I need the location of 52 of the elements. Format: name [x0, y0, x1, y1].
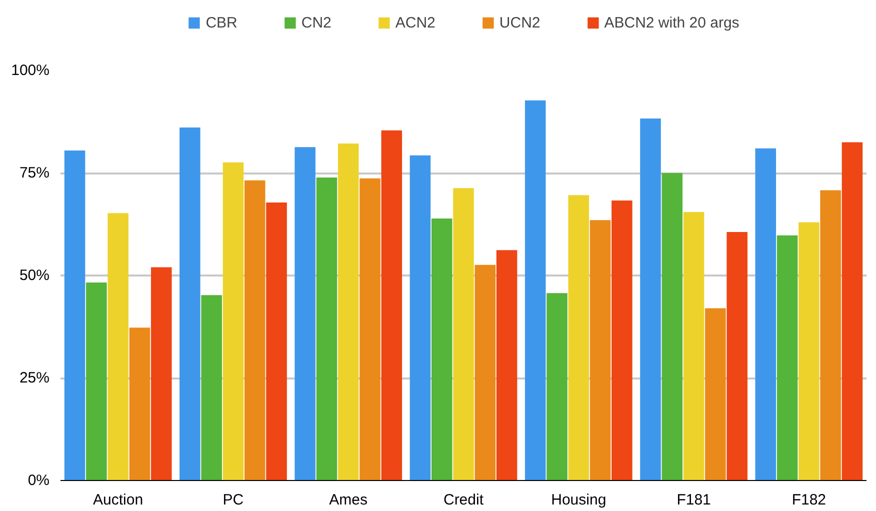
bar [86, 282, 107, 480]
bar [381, 130, 402, 480]
bar [820, 190, 841, 480]
legend-label: CBR [206, 14, 238, 31]
bar [524, 100, 546, 480]
x-tick-label: PC [222, 492, 244, 508]
bar [590, 220, 611, 480]
bar [266, 202, 287, 480]
y-tick-label: 100% [11, 62, 50, 79]
bar [496, 250, 518, 480]
bar [244, 180, 266, 480]
legend-label: CN2 [301, 14, 332, 31]
bar [546, 293, 568, 480]
bar [683, 212, 704, 480]
bar [705, 308, 726, 480]
bar [294, 147, 316, 480]
x-tick-label: Ames [329, 492, 368, 508]
bar [222, 162, 244, 480]
bar [64, 150, 86, 480]
x-tick-label: Housing [551, 492, 606, 508]
bar [338, 143, 359, 480]
x-tick-label: F182 [792, 492, 826, 508]
bar [568, 195, 590, 480]
legend-label: UCN2 [499, 14, 540, 31]
bar [180, 127, 200, 480]
bar [316, 178, 338, 480]
bar [755, 148, 776, 480]
y-tick-label: 50% [19, 267, 50, 284]
bar [474, 264, 496, 480]
y-tick-label: 25% [19, 370, 50, 386]
bar [662, 173, 683, 480]
bar [150, 267, 172, 480]
bar [431, 218, 452, 480]
bar [108, 213, 128, 480]
bar [726, 232, 748, 480]
legend-label: ACN2 [395, 14, 436, 31]
x-tick-label: Credit [443, 492, 484, 508]
bar [842, 142, 863, 480]
bar [453, 188, 474, 480]
bar [612, 200, 632, 480]
bar [410, 155, 431, 480]
x-tick-label: F181 [676, 492, 711, 508]
bar [129, 328, 150, 480]
y-tick-label: 0% [28, 472, 50, 489]
bar [360, 178, 380, 480]
bar [776, 235, 798, 480]
bar [798, 222, 820, 480]
bar [640, 118, 661, 480]
bar [201, 295, 222, 480]
legend-label: ABCN2 with 20 args [604, 14, 740, 31]
y-tick-label: 75% [19, 164, 50, 182]
x-tick-label: Auction [93, 492, 144, 508]
